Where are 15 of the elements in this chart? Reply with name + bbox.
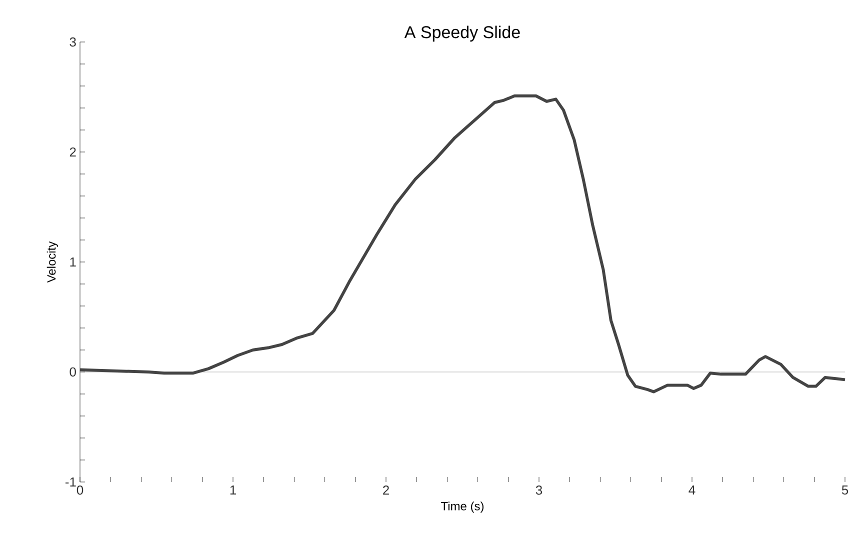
chart-title: A Speedy Slide <box>404 26 520 42</box>
x-tick-label: 4 <box>688 486 696 494</box>
line-series <box>78 94 846 394</box>
x-tick-label: 3 <box>536 486 542 495</box>
x-tick-label: 2 <box>383 486 389 495</box>
x-tick-label: 5 <box>842 486 848 495</box>
y-tick-label: 3 <box>70 37 76 47</box>
y-tick-label: 2 <box>70 147 76 157</box>
x-tick-label: 0 <box>76 486 84 495</box>
y-tick-label: -1 <box>65 478 76 486</box>
y-tick-label: 1 <box>70 258 76 266</box>
y-axis-title: Velocity <box>46 241 58 283</box>
x-axis-title: Time (s) <box>440 502 484 513</box>
x-tick-label: 1 <box>230 486 236 494</box>
y-tick-label: 0 <box>70 367 76 377</box>
